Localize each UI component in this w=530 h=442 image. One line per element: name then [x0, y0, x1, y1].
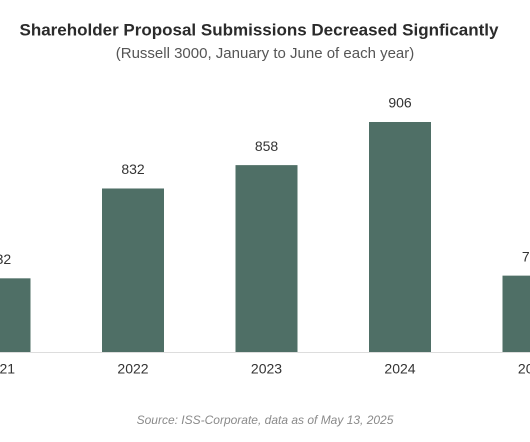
chart-subtitle: (Russell 3000, January to June of each y… — [116, 45, 415, 62]
bar — [235, 165, 298, 352]
value-label: 832 — [121, 161, 145, 177]
chart-title: Shareholder Proposal Submissions Decreas… — [20, 20, 500, 39]
bar — [502, 275, 530, 352]
value-label: 735 — [522, 248, 530, 264]
x-tick-label: 2022 — [117, 361, 148, 377]
bar — [369, 122, 431, 352]
source-note: Source: ISS-Corporate, data as of May 13… — [137, 413, 394, 427]
bar — [0, 278, 31, 352]
x-tick-label: 2021 — [0, 361, 15, 377]
x-tick-label: 2024 — [384, 361, 415, 377]
value-label: 858 — [255, 138, 279, 154]
value-label: 906 — [388, 95, 412, 111]
x-tick-label: 2025 — [518, 361, 530, 377]
bar — [102, 188, 164, 352]
x-tick-label: 2023 — [251, 361, 282, 377]
value-label: 732 — [0, 251, 11, 267]
